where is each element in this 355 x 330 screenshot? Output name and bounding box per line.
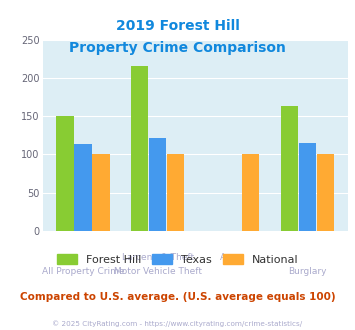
Bar — [317, 154, 334, 231]
Text: © 2025 CityRating.com - https://www.cityrating.com/crime-statistics/: © 2025 CityRating.com - https://www.city… — [53, 320, 302, 327]
Text: Burglary: Burglary — [288, 267, 327, 276]
Bar — [56, 116, 74, 231]
Text: Motor Vehicle Theft: Motor Vehicle Theft — [114, 267, 202, 276]
Text: Compared to U.S. average. (U.S. average equals 100): Compared to U.S. average. (U.S. average … — [20, 292, 335, 302]
Bar — [92, 154, 110, 231]
Text: Larceny & Theft: Larceny & Theft — [122, 253, 194, 262]
Bar — [75, 145, 92, 231]
Text: 2019 Forest Hill: 2019 Forest Hill — [116, 19, 239, 33]
Bar — [131, 66, 148, 231]
Bar — [299, 143, 316, 231]
Bar — [281, 106, 298, 231]
Legend: Forest Hill, Texas, National: Forest Hill, Texas, National — [53, 251, 302, 268]
Bar — [242, 154, 259, 231]
Bar — [149, 138, 166, 231]
Text: All Property Crime: All Property Crime — [42, 267, 124, 276]
Text: Arson: Arson — [220, 253, 246, 262]
Bar — [167, 154, 184, 231]
Text: Property Crime Comparison: Property Crime Comparison — [69, 41, 286, 55]
